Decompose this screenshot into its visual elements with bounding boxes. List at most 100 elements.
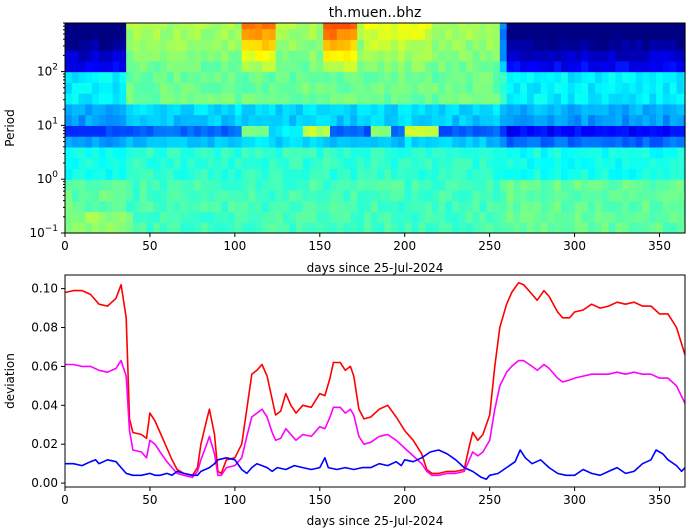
heatmap-cell	[452, 71, 460, 83]
heatmap-cell	[221, 179, 229, 191]
heatmap-cell	[180, 200, 188, 213]
heatmap-cell	[554, 23, 562, 30]
heatmap-y-tick-label: 102	[37, 63, 58, 79]
heatmap-cell	[65, 60, 73, 73]
heatmap-cell	[255, 28, 263, 40]
heatmap-cell	[540, 28, 549, 40]
heatmap-cell	[336, 60, 345, 73]
heatmap-cell	[139, 28, 148, 40]
heatmap-cell	[581, 60, 589, 73]
heatmap-cell	[662, 157, 671, 170]
heatmap-cell	[547, 222, 555, 234]
heatmap-cell	[513, 179, 521, 191]
heatmap-cell	[132, 211, 141, 223]
heatmap-cell	[588, 60, 596, 73]
heatmap-cell	[527, 189, 535, 202]
heatmap-cell	[350, 136, 358, 148]
heatmap-cell	[343, 168, 351, 180]
heatmap-cell	[228, 28, 236, 40]
heatmap-cell	[234, 114, 243, 126]
heatmap-cell	[194, 39, 202, 51]
heatmap-cell	[615, 103, 623, 116]
heatmap-cell	[98, 71, 107, 83]
heatmap-cell	[635, 179, 644, 191]
heatmap-cell	[520, 39, 528, 51]
heatmap-cell	[268, 23, 277, 30]
heatmap-cell	[302, 136, 311, 148]
heatmap-cell	[642, 28, 650, 40]
heatmap-cell	[255, 168, 263, 180]
heatmap-cell	[554, 136, 562, 148]
line-chart-x-tick-label: 250	[478, 493, 501, 507]
heatmap-cell	[493, 168, 501, 180]
heatmap-x-tick-label: 150	[308, 239, 331, 253]
heatmap-cell	[628, 157, 637, 170]
heatmap-cell	[166, 103, 175, 116]
heatmap-cell	[554, 50, 562, 62]
heatmap-cell	[683, 222, 686, 234]
heatmap-cell	[194, 146, 202, 159]
heatmap-cell	[465, 28, 474, 40]
heatmap-cell	[336, 103, 345, 116]
heatmap-cell	[554, 82, 562, 94]
heatmap-cell	[425, 200, 433, 213]
heatmap-cell	[527, 200, 535, 213]
heatmap-cell	[323, 222, 331, 234]
heatmap-cell	[173, 146, 182, 159]
heatmap-cell	[71, 71, 80, 83]
heatmap-cell	[479, 28, 487, 40]
heatmap-cell	[329, 60, 338, 73]
heatmap-cell	[431, 39, 440, 51]
heatmap-cell	[309, 168, 317, 180]
heatmap-cell	[139, 136, 148, 148]
heatmap-cell	[540, 222, 549, 234]
heatmap-cell	[194, 157, 202, 170]
heatmap-cell	[268, 189, 277, 202]
heatmap-cell	[126, 93, 134, 105]
heatmap-cell	[472, 50, 481, 62]
heatmap-cell	[112, 136, 120, 148]
heatmap-cell	[452, 39, 460, 51]
heatmap-cell	[649, 125, 657, 137]
heatmap-cell	[493, 39, 501, 51]
heatmap-cell	[656, 146, 664, 159]
heatmap-cell	[126, 211, 134, 223]
heatmap-cell	[628, 28, 637, 40]
heatmap-cell	[527, 114, 535, 126]
heatmap-cell	[547, 71, 555, 83]
heatmap-cell	[255, 93, 263, 105]
heatmap-cell	[241, 189, 250, 202]
heatmap-cell	[642, 211, 650, 223]
heatmap-cell	[98, 189, 107, 202]
heatmap-cell	[547, 50, 555, 62]
heatmap-cell	[676, 114, 684, 126]
heatmap-cell	[615, 168, 623, 180]
heatmap-cell	[459, 157, 467, 170]
heatmap-cell	[289, 28, 297, 40]
heatmap-cell	[139, 125, 148, 137]
heatmap-cell	[411, 71, 419, 83]
heatmap-cell	[309, 114, 317, 126]
heatmap-cell	[540, 136, 549, 148]
heatmap-cell	[404, 157, 413, 170]
heatmap-cell	[214, 103, 222, 116]
heatmap-cell	[85, 93, 93, 105]
heatmap-cell	[547, 23, 555, 30]
line-chart-y-tick-label: 0.04	[31, 398, 58, 412]
heatmap-cell	[656, 60, 664, 73]
heatmap-cell	[384, 82, 392, 94]
heatmap-cell	[506, 23, 515, 30]
heatmap-cell	[282, 125, 290, 137]
heatmap-cell	[262, 28, 270, 40]
heatmap-cell	[506, 50, 515, 62]
heatmap-cell	[268, 200, 277, 213]
heatmap-cell	[397, 82, 406, 94]
heatmap-cell	[635, 50, 644, 62]
heatmap-cell	[662, 146, 671, 159]
heatmap-cell	[547, 103, 555, 116]
heatmap-cell	[268, 146, 277, 159]
heatmap-cell	[513, 146, 521, 159]
heatmap-cell	[363, 23, 372, 30]
heatmap-cell	[180, 189, 188, 202]
heatmap-cell	[248, 39, 256, 51]
